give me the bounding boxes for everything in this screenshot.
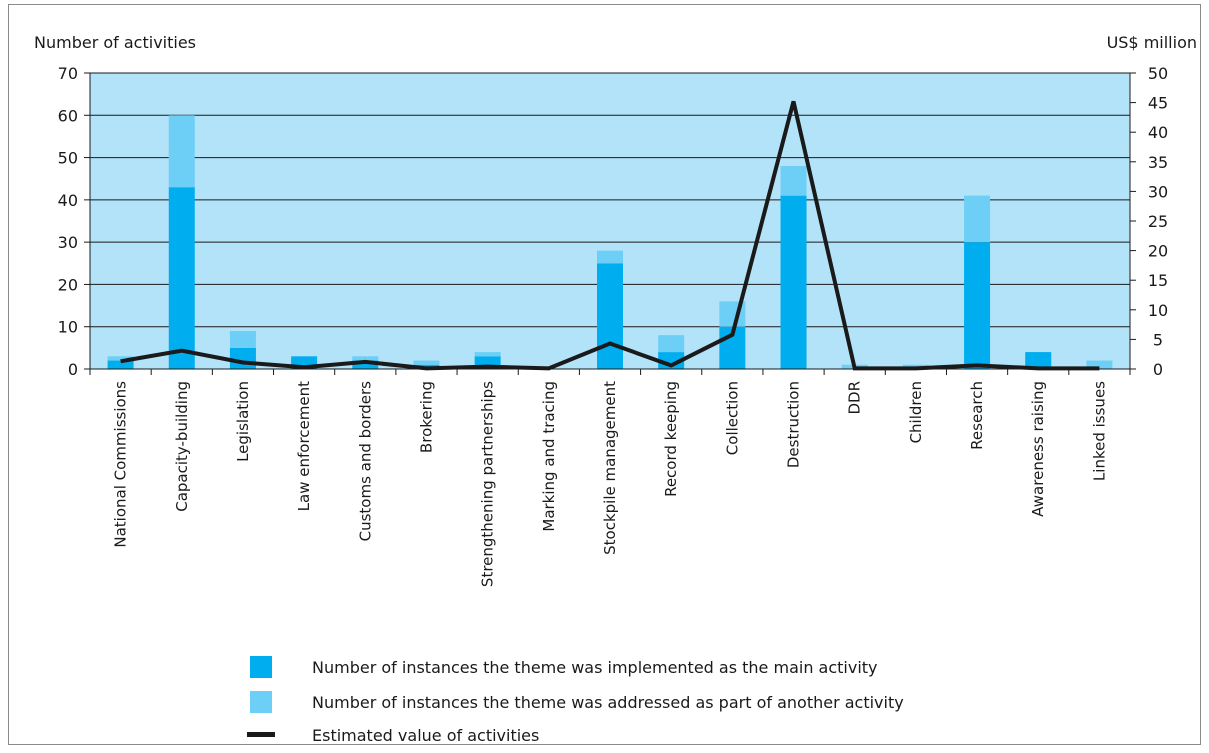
- category-label-13: Children: [907, 381, 925, 443]
- bar-other-16: [1086, 360, 1113, 369]
- category-label-8: Stockpile management: [601, 381, 619, 555]
- bar-main-11: [780, 195, 807, 369]
- bar-other-1: [168, 115, 195, 188]
- bar-other-0: [107, 356, 134, 361]
- left-tick-label: 20: [58, 275, 78, 294]
- right-tick-label: 50: [1148, 64, 1168, 83]
- legend-label-line: Estimated value of activities: [312, 726, 539, 745]
- bar-other-9: [658, 335, 685, 353]
- legend-swatch-line: [247, 732, 275, 737]
- bar-main-1: [168, 187, 195, 369]
- value-line: [120, 100, 1100, 371]
- right-tick-label: 30: [1148, 182, 1168, 201]
- left-tick-label: 40: [58, 191, 78, 210]
- bar-other-6: [474, 352, 501, 357]
- right-tick-label: 15: [1148, 271, 1168, 290]
- category-label-2: Legislation: [234, 381, 252, 462]
- bar-other-4: [352, 356, 379, 361]
- bar-main-2: [229, 347, 256, 369]
- category-label-9: Record keeping: [662, 381, 680, 497]
- category-label-0: National Commissions: [112, 381, 130, 548]
- category-label-3: Law enforcement: [295, 381, 313, 511]
- bar-other-11: [780, 166, 807, 196]
- left-tick-label: 0: [68, 360, 78, 379]
- estimated-value-line: [120, 100, 1100, 371]
- bar-main-0: [107, 360, 134, 369]
- legend-label-other: Number of instances the theme was addres…: [312, 693, 904, 712]
- right-tick-label: 20: [1148, 242, 1168, 261]
- right-tick-label: 5: [1153, 330, 1163, 349]
- right-axis-title: US$ million: [1107, 33, 1197, 52]
- legend-swatch-other: [250, 691, 272, 713]
- right-tick-label: 0: [1153, 360, 1163, 379]
- left-tick-label: 60: [58, 106, 78, 125]
- left-tick-label: 70: [58, 64, 78, 83]
- legend-label-main: Number of instances the theme was implem…: [312, 658, 878, 677]
- category-label-12: DDR: [846, 381, 864, 415]
- category-label-1: Capacity-building: [173, 381, 191, 512]
- bar-main-4: [352, 360, 379, 369]
- category-label-4: Customs and borders: [356, 381, 374, 542]
- bar-other-8: [597, 250, 623, 264]
- category-label-14: Research: [968, 381, 986, 450]
- right-tick-label: 40: [1148, 123, 1168, 142]
- bar-other-5: [413, 360, 440, 365]
- category-label-6: Strengthening partnerships: [479, 381, 497, 587]
- left-tick-label: 10: [58, 318, 78, 337]
- category-label-11: Destruction: [785, 381, 803, 468]
- right-tick-label: 25: [1148, 212, 1168, 231]
- left-axis-ticks: 0 10 20 30 40 50 60 70: [58, 64, 90, 379]
- category-label-16: Linked issues: [1090, 381, 1108, 481]
- category-label-15: Awareness raising: [1029, 381, 1047, 517]
- legend: Number of instances the theme was implem…: [247, 656, 904, 745]
- bar-main-14: [964, 242, 991, 369]
- bar-main-8: [597, 263, 623, 369]
- right-tick-label: 10: [1148, 301, 1168, 320]
- bar-other-2: [229, 330, 256, 348]
- category-label-10: Collection: [723, 381, 741, 455]
- left-tick-label: 30: [58, 233, 78, 252]
- left-axis-title: Number of activities: [34, 33, 196, 52]
- left-tick-label: 50: [58, 149, 78, 168]
- category-labels: National Commissions Capacity-building Leg…: [112, 381, 1109, 587]
- right-axis-ticks: 0 5 10 15 20 25 30 35 40 45 50: [1130, 64, 1168, 379]
- bars: [107, 115, 1113, 369]
- legend-swatch-main: [250, 656, 272, 678]
- right-tick-label: 45: [1148, 94, 1168, 113]
- bar-other-14: [964, 195, 991, 243]
- bar-main-15: [1025, 352, 1052, 369]
- category-label-7: Marking and tracing: [540, 381, 558, 532]
- category-label-5: Brokering: [417, 381, 435, 453]
- right-tick-label: 35: [1148, 153, 1168, 172]
